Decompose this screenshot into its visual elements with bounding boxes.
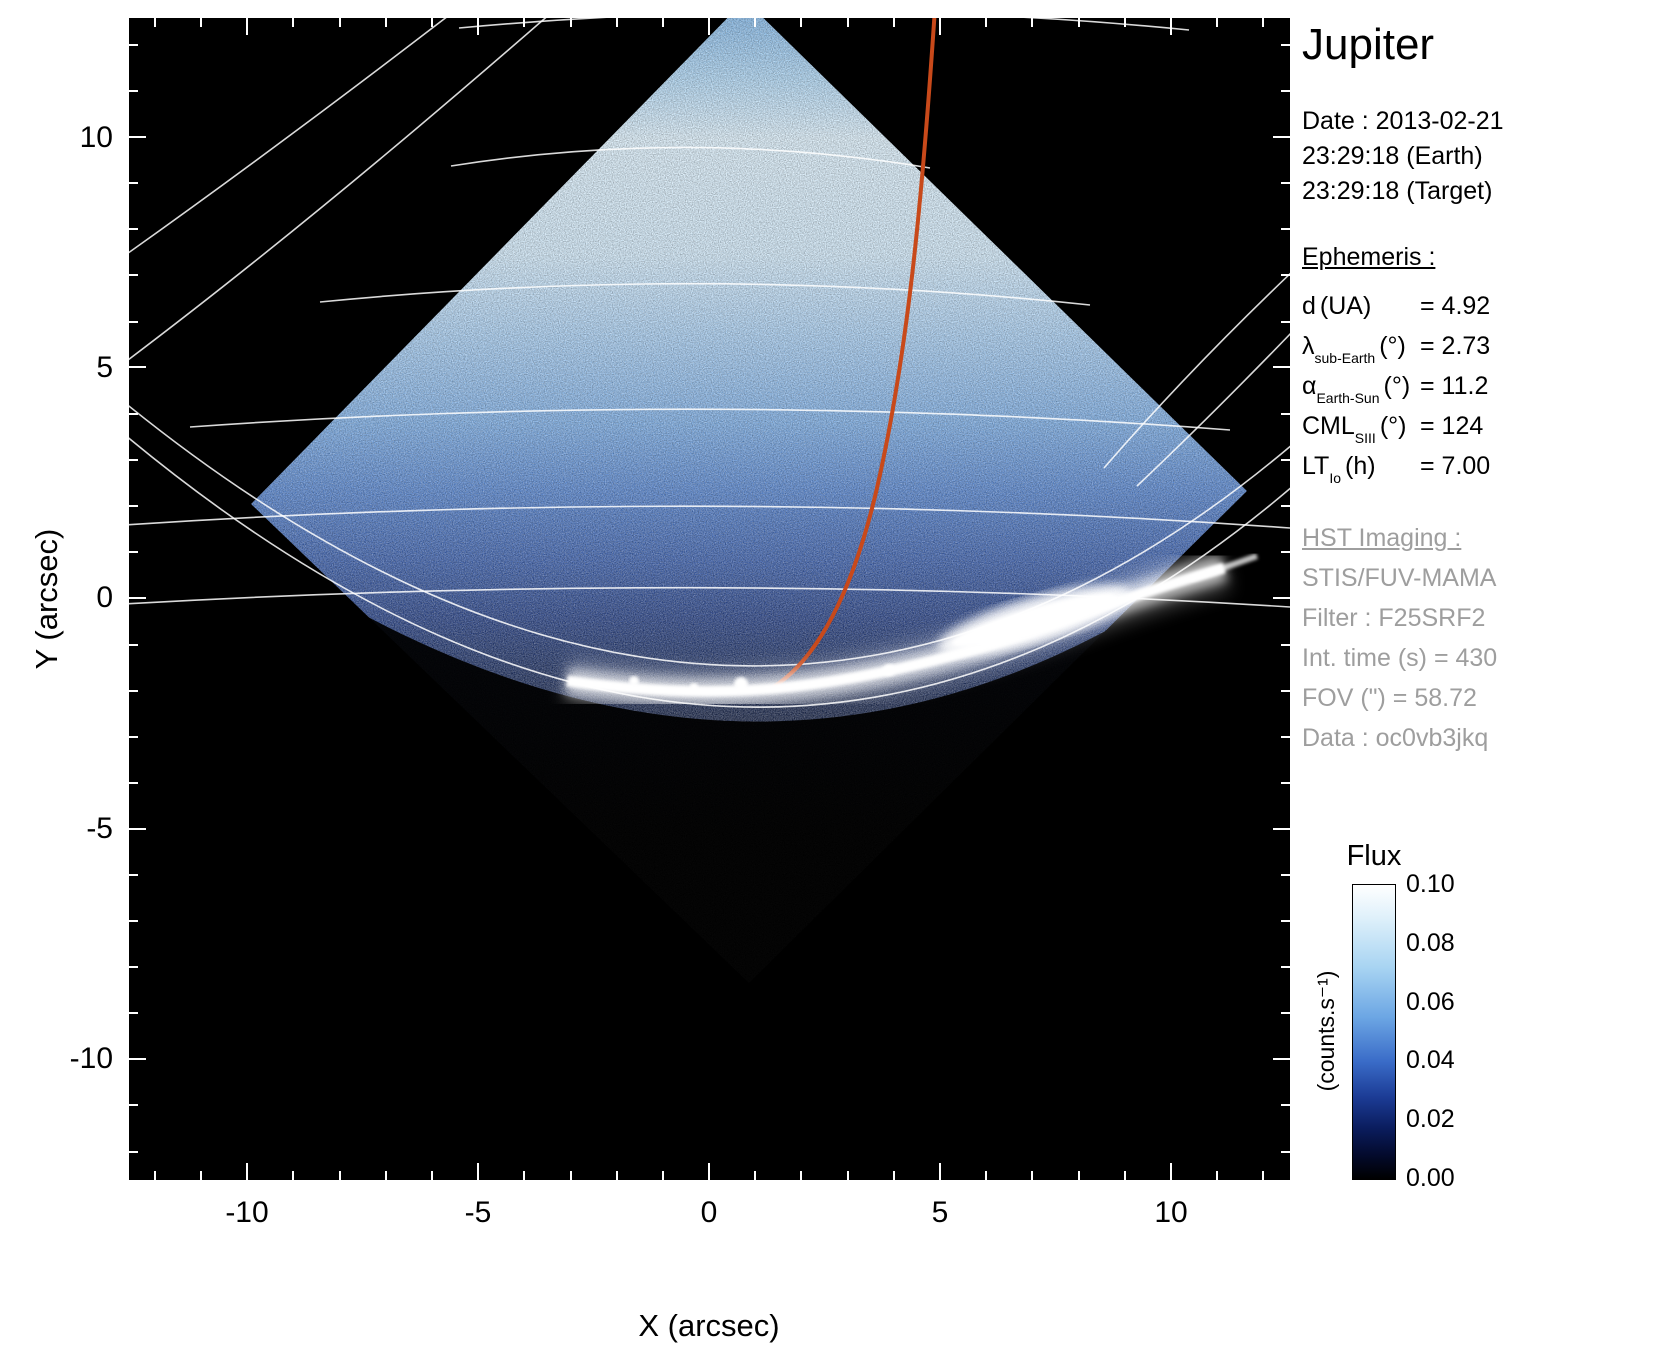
x-tick-label: 0: [700, 1196, 718, 1229]
ephemeris-block: Ephemeris : d (UA) = 4.92 λsub-Earth (°) =…: [1302, 243, 1668, 492]
x-axis-label: X (arcsec): [638, 1308, 780, 1343]
ephemeris-label: LTIo (h): [1302, 452, 1420, 486]
ephemeris-value: = 2.73: [1420, 332, 1491, 360]
colorbar-tick-labels: 0.10 0.08 0.06 0.04 0.02 0.00: [1406, 870, 1455, 1192]
colorbar-unit-label: (counts.s⁻¹): [1313, 970, 1339, 1092]
ephemeris-row: LTIo (h) = 7.00: [1302, 452, 1668, 492]
ephemeris-symbol: λ: [1302, 332, 1315, 360]
ephemeris-value: = 4.92: [1420, 292, 1491, 320]
ephemeris-label: λsub-Earth (°): [1302, 332, 1420, 366]
graticule: [129, 18, 1290, 708]
io-footprint-contour: [770, 18, 937, 690]
hst-instrument: STIS/FUV-MAMA: [1302, 564, 1497, 592]
colorbar: [1352, 884, 1396, 1180]
hst-filter: Filter : F25SRF2: [1302, 604, 1486, 632]
ephemeris-subscript: sub-Earth: [1314, 350, 1376, 366]
ephemeris-value: = 124: [1420, 412, 1484, 440]
ephemeris-value: = 7.00: [1420, 452, 1491, 480]
hst-data-id: Data : oc0vb3jkq: [1302, 724, 1489, 752]
ephemeris-symbol: LT: [1302, 452, 1330, 480]
x-tick-label: -5: [464, 1196, 492, 1229]
jupiter-fuv-image: [129, 18, 1290, 1180]
y-tick-label: 5: [96, 351, 113, 384]
aurora-main-oval: [563, 546, 1259, 714]
colorbar-tick: 0.08: [1406, 928, 1455, 957]
x-tick-label: 5: [931, 1196, 949, 1229]
y-tick-label: -5: [86, 812, 113, 845]
ephemeris-label: d (UA): [1302, 292, 1420, 323]
x-tick-label: 10: [1154, 1196, 1188, 1229]
hst-int-time: Int. time (s) = 430: [1302, 644, 1498, 672]
y-axis-label: Y (arcsec): [29, 528, 64, 670]
ephemeris-unit: (°): [1379, 332, 1406, 360]
axis-ticks: [129, 18, 1290, 1180]
hst-heading: HST Imaging :: [1302, 524, 1462, 552]
ephemeris-row: λsub-Earth (°) = 2.73: [1302, 332, 1668, 372]
ephemeris-value: = 11.2: [1420, 372, 1489, 400]
ephemeris-symbol: CML: [1302, 412, 1355, 440]
hst-fov: FOV (") = 58.72: [1302, 684, 1477, 712]
ephemeris-symbol: d: [1302, 292, 1316, 320]
below-limb-dark-region: [129, 456, 1290, 1180]
ephemeris-unit: (°): [1379, 412, 1407, 440]
ephemeris-label: CMLSIII (°): [1302, 412, 1420, 446]
ephemeris-label: αEarth-Sun (°): [1302, 372, 1420, 406]
obs-time-target: 23:29:18 (Target): [1302, 177, 1493, 205]
obs-time-earth: 23:29:18 (Earth): [1302, 142, 1483, 170]
ephemeris-symbol: α: [1302, 372, 1317, 400]
ephemeris-unit: (UA): [1319, 292, 1372, 320]
ephemeris-row: d (UA) = 4.92: [1302, 292, 1668, 332]
ephemeris-subscript: SIII: [1354, 430, 1376, 446]
y-tick-label: 0: [96, 581, 113, 614]
obs-date: Date : 2013-02-21: [1302, 107, 1504, 135]
ephemeris-unit: (°): [1383, 372, 1411, 400]
plot-title: Jupiter: [1302, 20, 1435, 69]
observation-info: Date : 2013-02-21 23:29:18 (Earth) 23:29…: [1302, 104, 1668, 209]
colorbar-tick: 0.10: [1406, 870, 1455, 898]
y-tick-label: -10: [69, 1042, 113, 1075]
ephemeris-heading: Ephemeris :: [1302, 243, 1436, 271]
ephemeris-subscript: Io: [1329, 470, 1342, 486]
info-panel: Jupiter Date : 2013-02-21 23:29:18 (Eart…: [1302, 20, 1668, 758]
colorbar-tick: 0.00: [1406, 1163, 1455, 1192]
x-tick-label: -10: [225, 1196, 269, 1229]
ephemeris-row: αEarth-Sun (°) = 11.2: [1302, 372, 1668, 412]
hst-imaging-block: HST Imaging : STIS/FUV-MAMA Filter : F25…: [1302, 518, 1668, 758]
colorbar-title: Flux: [1346, 840, 1402, 872]
ephemeris-row: CMLSIII (°) = 124: [1302, 412, 1668, 452]
y-tick-label: 10: [79, 121, 113, 154]
colorbar-tick: 0.06: [1406, 987, 1455, 1016]
colorbar-tick: 0.02: [1406, 1105, 1455, 1134]
colorbar-tick: 0.04: [1406, 1046, 1455, 1075]
plot-area: [129, 18, 1290, 1180]
ephemeris-unit: (h): [1345, 452, 1376, 480]
ephemeris-subscript: Earth-Sun: [1316, 390, 1380, 406]
